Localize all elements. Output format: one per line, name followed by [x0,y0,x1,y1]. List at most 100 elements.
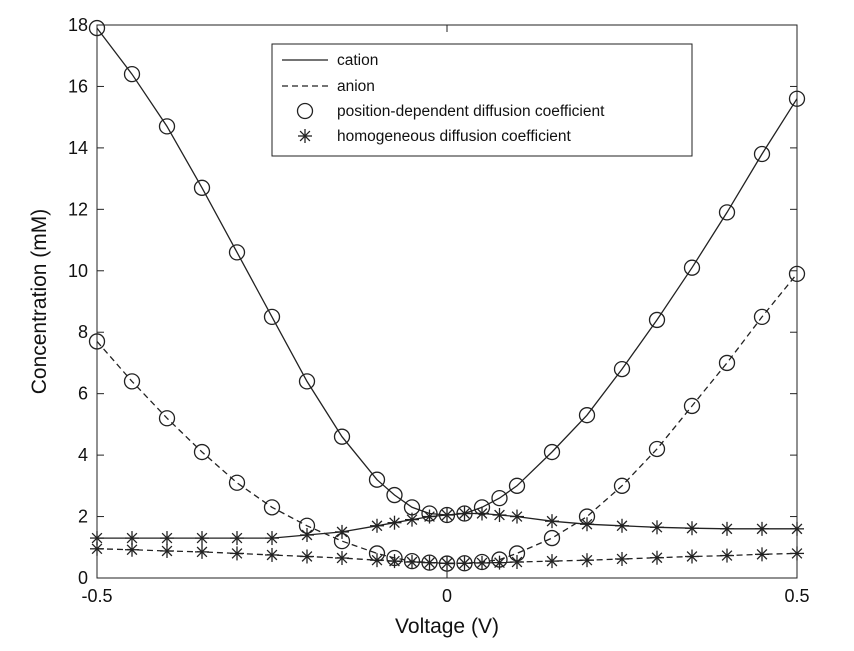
data-point-asterisk [387,554,402,569]
data-point-asterisk [457,556,472,571]
y-tick-label: 18 [68,15,88,35]
data-point-asterisk [650,520,664,535]
data-point-asterisk [370,553,384,568]
data-point-asterisk [440,508,454,523]
legend-label: homogeneous diffusion coefficient [337,128,572,145]
series-line-1 [96,273,798,565]
data-point-circle [158,118,176,135]
data-point-asterisk [685,549,699,564]
data-point-asterisk [160,531,174,546]
data-point-circle [438,506,456,524]
data-point-circle [578,407,596,424]
data-point-asterisk [755,547,769,562]
data-point-asterisk [580,553,594,568]
y-tick-label: 10 [68,261,88,281]
data-point-asterisk [230,546,244,561]
y-tick-label: 14 [68,138,88,158]
data-point-asterisk [720,548,734,563]
data-point-asterisk [125,531,139,546]
data-point-circle [648,311,666,329]
data-point-circle [683,259,701,276]
data-point-circle [718,204,736,221]
legend: cation anion position-dependent diffusion … [271,43,693,157]
legend-asterisk-marker [298,129,312,143]
data-point-asterisk [475,555,489,570]
data-point-asterisk [492,555,507,570]
data-point-asterisk [405,512,419,527]
data-point-asterisk [615,551,629,566]
data-point-asterisk [160,543,174,558]
data-point-asterisk [545,514,559,529]
x-tick-label: 0.5 [784,586,809,606]
y-tick-label: 12 [68,199,88,219]
data-point-asterisk [510,555,524,570]
data-point-asterisk [510,509,524,524]
x-tick-label: -0.5 [81,586,112,606]
data-point-asterisk [457,506,472,521]
plot-content [88,19,806,572]
data-point-circle [613,360,631,378]
x-tick-label: 0 [442,586,452,606]
y-tick-label: 16 [68,76,88,96]
data-point-asterisk [335,524,349,539]
data-point-asterisk [195,531,209,546]
data-point-circle [263,499,281,516]
data-point-circle [333,428,351,445]
data-point-circle [683,397,701,415]
data-point-circle [228,474,246,491]
data-point-circle [193,179,211,196]
data-point-asterisk [422,555,437,570]
data-point-asterisk [545,554,559,569]
data-point-asterisk [265,531,279,546]
y-tick-label: 0 [78,568,88,588]
data-point-circle [543,529,561,547]
data-point-circle [613,477,631,494]
data-point-asterisk [755,521,769,536]
data-point-circle [123,373,141,390]
legend-label: cation [337,52,378,69]
data-point-circle [648,440,666,458]
x-axis-label: Voltage (V) [395,615,499,638]
data-point-asterisk [387,515,402,530]
y-axis-label: Concentration (mM) [28,209,51,395]
data-point-asterisk [370,518,384,533]
data-point-asterisk [685,521,699,536]
y-tick-label: 2 [78,507,88,527]
data-point-asterisk [195,544,209,559]
data-point-asterisk [405,555,419,570]
data-point-asterisk [580,517,594,532]
data-point-asterisk [300,527,314,542]
data-point-asterisk [720,521,734,536]
data-point-circle [123,66,141,83]
data-point-circle [193,443,211,461]
data-point-asterisk [440,556,454,571]
data-point-asterisk [230,531,244,546]
data-point-circle [386,486,403,504]
data-point-circle [298,373,316,390]
legend-label: position-dependent diffusion coefficient [337,103,605,120]
data-point-asterisk [650,550,664,565]
data-point-circle [753,145,771,163]
data-point-circle [491,489,508,507]
data-point-asterisk [492,508,507,523]
data-point-circle [158,410,176,427]
y-tick-label: 8 [78,322,88,342]
data-point-asterisk [422,509,437,524]
data-point-circle [718,354,736,372]
data-point-circle [508,477,526,494]
y-tick-label: 4 [78,445,88,465]
legend-box [271,43,693,157]
data-point-asterisk [475,506,489,521]
legend-label: anion [337,78,375,95]
legend-circle-marker [296,102,314,120]
data-point-asterisk [300,549,314,564]
y-tick-label: 6 [78,384,88,404]
data-point-asterisk [615,518,629,533]
data-point-circle [263,308,281,326]
data-point-asterisk [335,551,349,566]
data-point-circle [753,308,771,326]
data-point-asterisk [125,542,139,557]
data-point-circle [368,471,386,488]
